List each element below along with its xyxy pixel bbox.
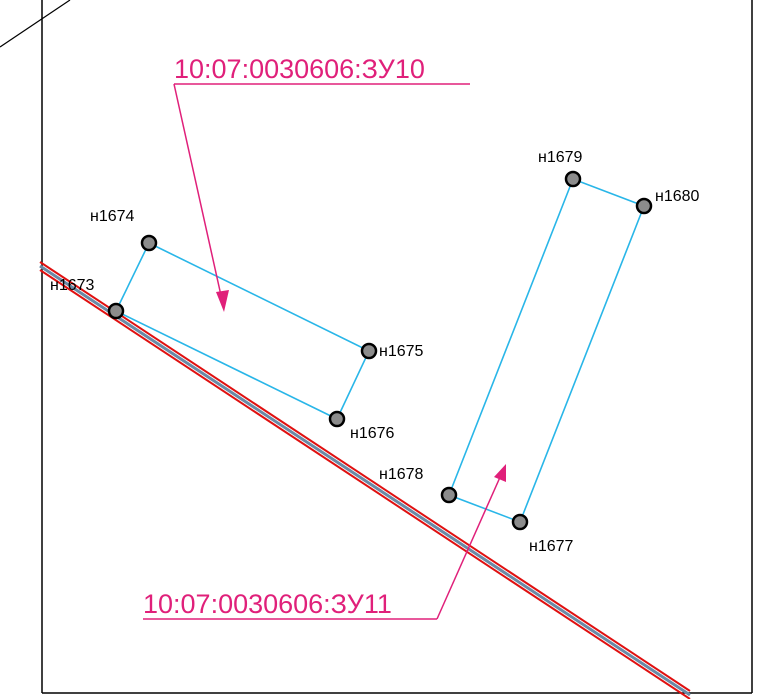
annotation-zu11: 10:07:0030606:ЗУ11 [143, 464, 506, 620]
label-n1680: н1680 [655, 188, 700, 205]
vertex-n1673[interactable] [107, 302, 125, 320]
label-n1679: н1679 [538, 149, 583, 166]
arrowhead-zu11 [494, 464, 506, 482]
label-n1676: н1676 [350, 425, 395, 442]
leader-zu11 [436, 474, 502, 620]
vertex-labels: н1673 н1674 н1675 н1676 н1677 н1678 н167… [50, 149, 700, 555]
vertex-n1676[interactable] [328, 410, 346, 428]
label-n1673: н1673 [50, 277, 95, 294]
vertex-points [107, 170, 653, 531]
vertex-n1674[interactable] [140, 234, 158, 252]
label-n1675: н1675 [379, 343, 424, 360]
road-centerline [39, 264, 691, 697]
frame-diagonal [0, 0, 71, 48]
road-line [39, 261, 691, 699]
parcel-label-zu11[interactable]: 10:07:0030606:ЗУ11 [143, 589, 392, 619]
label-n1674: н1674 [90, 208, 135, 225]
vertex-n1677[interactable] [511, 513, 529, 531]
parcel-zu10-boundary[interactable] [114, 241, 371, 421]
vertex-n1675[interactable] [360, 342, 378, 360]
label-n1678: н1678 [379, 466, 424, 483]
parcel-label-zu10[interactable]: 10:07:0030606:ЗУ10 [174, 54, 425, 84]
annotation-zu10: 10:07:0030606:ЗУ10 [173, 54, 470, 312]
label-n1677: н1677 [529, 538, 574, 555]
vertex-n1678[interactable] [440, 486, 458, 504]
vertex-n1679[interactable] [564, 170, 582, 188]
parcel-zu11-boundary[interactable] [447, 177, 646, 524]
road-edge-lower [39, 269, 691, 699]
leader-zu10 [173, 83, 223, 301]
road-edge-upper [39, 261, 691, 692]
vertex-n1680[interactable] [635, 197, 653, 215]
plan-frame [0, 0, 753, 694]
arrowhead-zu10 [216, 290, 229, 312]
